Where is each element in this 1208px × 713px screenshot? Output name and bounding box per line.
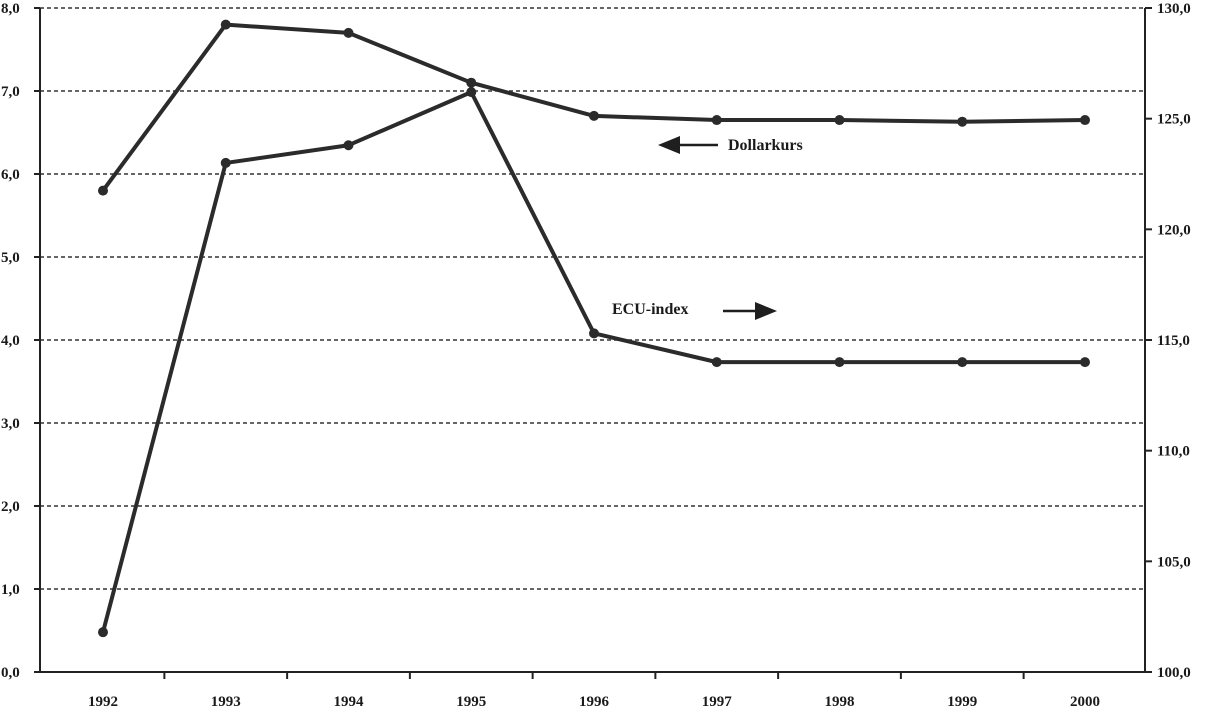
data-point-dollarkurs [711, 115, 722, 126]
dollar-annotation: Dollarkurs [658, 136, 803, 154]
x-tick-label: 2000 [1070, 694, 1100, 710]
right-tick-label: 120,0 [1157, 222, 1191, 238]
right-tick-label: 125,0 [1157, 112, 1191, 128]
x-tick-label: 1995 [456, 694, 486, 710]
data-point-dollarkurs [466, 77, 477, 88]
x-tick-label: 1997 [702, 694, 733, 710]
left-tick-label: 0,0 [1, 665, 20, 681]
left-tick-label: 5,0 [1, 250, 20, 266]
left-arrow-icon [658, 136, 680, 154]
data-point-dollarkurs [957, 116, 968, 127]
ecu-label: ECU-index [612, 301, 688, 318]
grid-lines [40, 7, 1145, 590]
series-line-ecu-index [101, 90, 1085, 633]
data-point-dollarkurs [343, 27, 354, 38]
x-tick-label: 1996 [579, 694, 610, 710]
ecu-annotation: ECU-index [612, 301, 777, 320]
data-point-ecu-index [220, 157, 231, 168]
data-point-ecu-index [98, 627, 108, 638]
data-point-dollarkurs [1080, 115, 1090, 126]
data-point-dollarkurs [220, 19, 231, 30]
data-point-ecu-index [834, 357, 845, 368]
dollar-label: Dollarkurs [728, 137, 803, 154]
left-tick-label: 4,0 [1, 333, 20, 349]
data-point-ecu-index [957, 357, 968, 368]
left-tick-label: 7,0 [1, 84, 20, 100]
data-point-ecu-index [343, 140, 354, 151]
x-tick-label: 1993 [211, 694, 241, 710]
left-tick-label: 1,0 [1, 582, 20, 598]
tick-marks [34, 7, 1152, 679]
x-tick-labels: 1992 1993 1994 1995 1996 1997 1998 1999 2000 [88, 694, 1100, 710]
left-tick-label: 6,0 [1, 167, 20, 183]
data-point-ecu-index [589, 328, 599, 339]
left-y-tick-labels: 0,0 1,0 2,0 3,0 4,0 5,0 6,0 7,0 8,0 [1, 1, 20, 681]
x-tick-label: 1999 [947, 694, 977, 710]
data-point-dollarkurs [589, 110, 599, 121]
data-point-dollarkurs [834, 115, 845, 126]
data-point-ecu-index [711, 357, 722, 368]
x-tick-label: 1994 [334, 694, 365, 710]
right-arrow-icon [755, 302, 777, 320]
series-lines [98, 19, 1090, 638]
right-tick-label: 105,0 [1157, 554, 1191, 570]
left-tick-label: 8,0 [1, 1, 20, 17]
right-tick-label: 115,0 [1157, 333, 1190, 349]
x-tick-label: 1992 [88, 694, 118, 710]
right-tick-label: 110,0 [1157, 444, 1190, 460]
data-point-ecu-index [466, 87, 477, 98]
series-line-dollarkurs [101, 22, 1086, 192]
data-point-ecu-index [1080, 357, 1090, 368]
left-tick-label: 2,0 [1, 499, 20, 515]
right-y-tick-labels: 100,0 105,0 110,0 115,0 120,0 125,0 130,0 [1157, 1, 1191, 681]
x-tick-label: 1998 [825, 694, 855, 710]
left-tick-label: 3,0 [1, 416, 20, 432]
right-tick-label: 130,0 [1157, 1, 1191, 17]
data-point-dollarkurs [98, 185, 108, 196]
right-tick-label: 100,0 [1157, 665, 1191, 681]
